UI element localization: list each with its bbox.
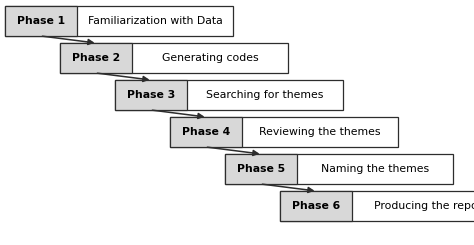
Text: Phase 6: Phase 6 [292, 201, 340, 211]
Text: Producing the report: Producing the report [374, 201, 474, 211]
Bar [225, 154, 297, 184]
Bar [60, 43, 288, 73]
Text: Phase 5: Phase 5 [237, 164, 285, 174]
Text: Phase 2: Phase 2 [72, 53, 120, 63]
Text: Generating codes: Generating codes [162, 53, 258, 63]
Text: Reviewing the themes: Reviewing the themes [259, 127, 381, 137]
Bar [115, 80, 343, 110]
Text: Phase 1: Phase 1 [17, 16, 65, 26]
Text: Familiarization with Data: Familiarization with Data [88, 16, 222, 26]
Bar [5, 6, 77, 36]
Bar [225, 154, 453, 184]
Bar [60, 43, 132, 73]
Bar [280, 191, 352, 221]
Bar [170, 117, 398, 147]
Text: Naming the themes: Naming the themes [321, 164, 429, 174]
Text: Phase 4: Phase 4 [182, 127, 230, 137]
Text: Searching for themes: Searching for themes [206, 90, 324, 100]
Bar [280, 191, 474, 221]
Bar [115, 80, 187, 110]
Text: Phase 3: Phase 3 [127, 90, 175, 100]
Bar [170, 117, 242, 147]
Bar [5, 6, 233, 36]
